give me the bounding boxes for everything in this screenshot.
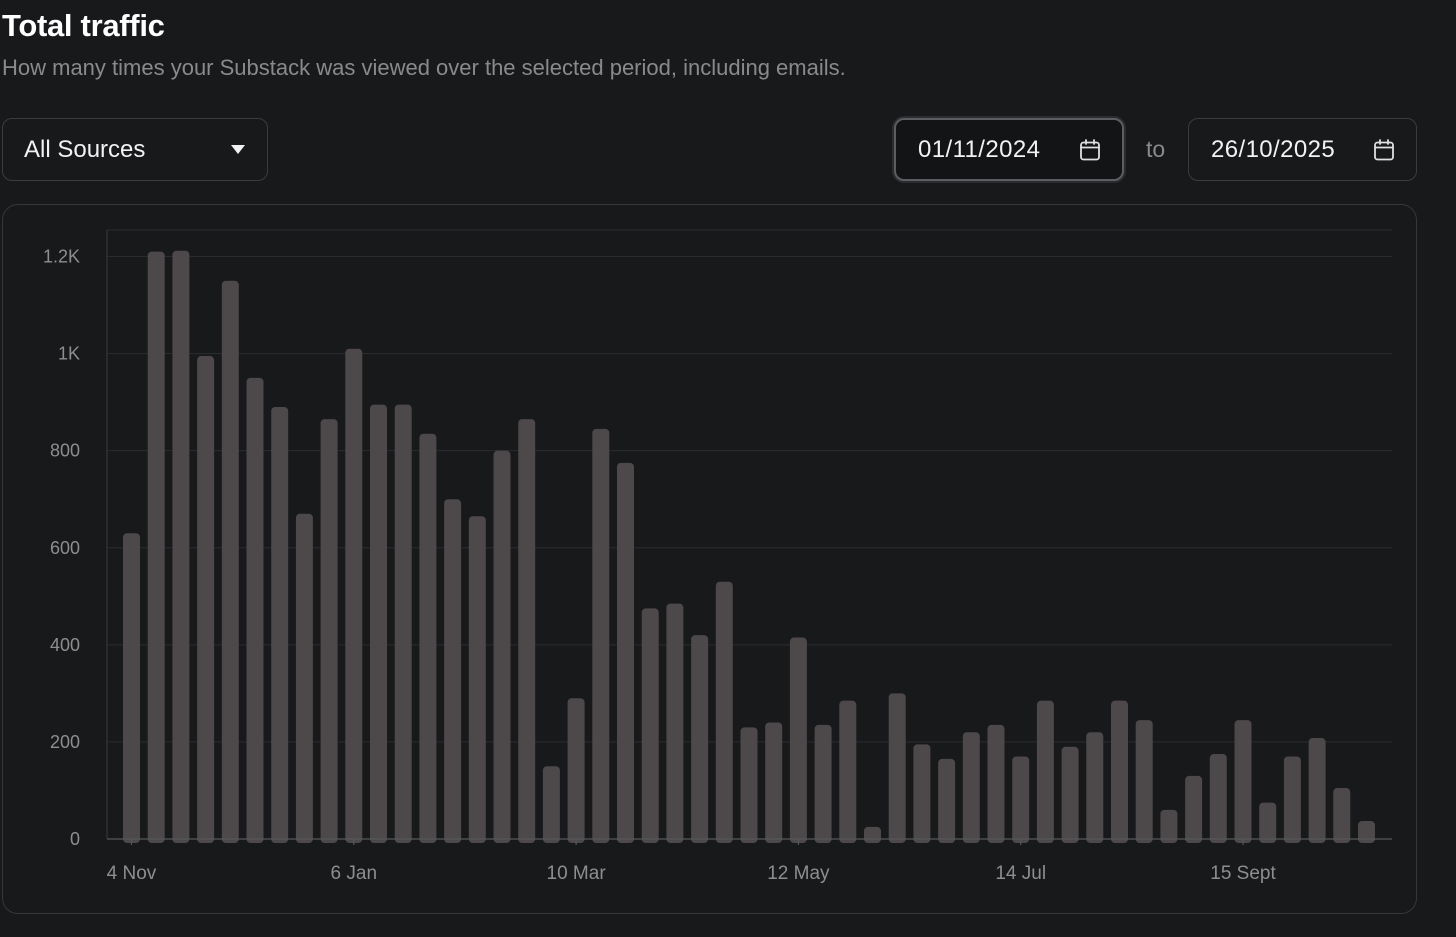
bar [567,698,585,843]
bar [370,404,387,843]
bar [641,608,659,843]
bar [666,603,684,843]
bar [1135,720,1153,843]
bar [913,744,931,843]
bar [295,513,313,843]
bar [419,433,437,843]
bar [1333,788,1351,843]
bar [444,499,462,843]
bar [468,516,486,843]
y-tick-label: 1K [58,344,80,364]
caret-down-icon [231,145,245,154]
bar [1036,700,1054,843]
y-tick-label: 800 [50,441,80,461]
x-tick-label: 10 Mar [547,863,607,884]
bar [789,637,807,843]
calendar-icon[interactable] [1372,138,1396,162]
bar [1061,746,1079,843]
bar [147,251,165,843]
page-title: Total traffic [2,8,165,43]
bar [123,533,140,843]
bar [938,758,956,843]
bar [1086,732,1104,843]
page-subtitle: How many times your Substack was viewed … [2,55,846,80]
bar [962,732,980,843]
calendar-icon[interactable] [1078,138,1102,162]
bar [1111,700,1128,843]
y-tick-label: 600 [50,538,80,558]
end-date-value: 26/10/2025 [1211,135,1336,163]
bar [691,635,709,843]
bar [1234,720,1252,843]
bar [864,826,881,843]
bar [394,404,412,843]
bar [542,766,560,843]
bar [592,428,610,843]
bar [1012,756,1030,843]
y-tick-label: 400 [50,635,80,655]
source-dropdown[interactable]: All Sources [2,118,268,181]
x-tick-label: 14 Jul [995,863,1046,884]
traffic-chart-card: 0 200 400 600 800 1K 1.2K 4 Nov 6 Jan 10 Mar 12 Ma… [2,204,1417,914]
bar [888,693,906,843]
source-dropdown-label: All Sources [24,135,146,163]
bar [246,377,264,843]
bar [1160,809,1178,843]
bar [493,450,511,843]
start-date-input[interactable]: 01/11/2024 [894,118,1124,181]
traffic-bar-chart: 0 200 400 600 800 1K 1.2K 4 Nov 6 Jan 10 Mar 12 Ma… [43,229,1392,884]
end-date-input[interactable]: 26/10/2025 [1188,118,1417,181]
y-tick-label: 200 [50,732,80,752]
bar [345,348,363,843]
bar [617,462,634,843]
bar [1209,754,1227,843]
bar [172,250,190,844]
bar [1185,775,1203,843]
x-tick-label: 6 Jan [331,863,377,884]
y-tick-label: 0 [70,829,80,849]
bar [1283,756,1301,843]
bar [839,700,857,843]
bar [715,581,733,843]
bar [1259,802,1277,843]
bar [814,724,832,843]
x-tick-label: 12 May [767,863,830,884]
bar [197,356,215,843]
bar [320,419,338,843]
bar [221,280,239,843]
x-tick-label: 4 Nov [107,863,157,884]
bar [1308,738,1326,843]
y-tick-label: 1.2K [43,247,80,267]
date-range-separator: to [1146,136,1166,162]
bar [1358,821,1375,843]
bar [987,724,1005,843]
bar [271,406,289,843]
x-tick-label: 15 Sept [1210,863,1276,884]
bar [518,419,536,843]
start-date-value: 01/11/2024 [918,135,1041,163]
bar [740,727,758,843]
bar [765,722,783,843]
